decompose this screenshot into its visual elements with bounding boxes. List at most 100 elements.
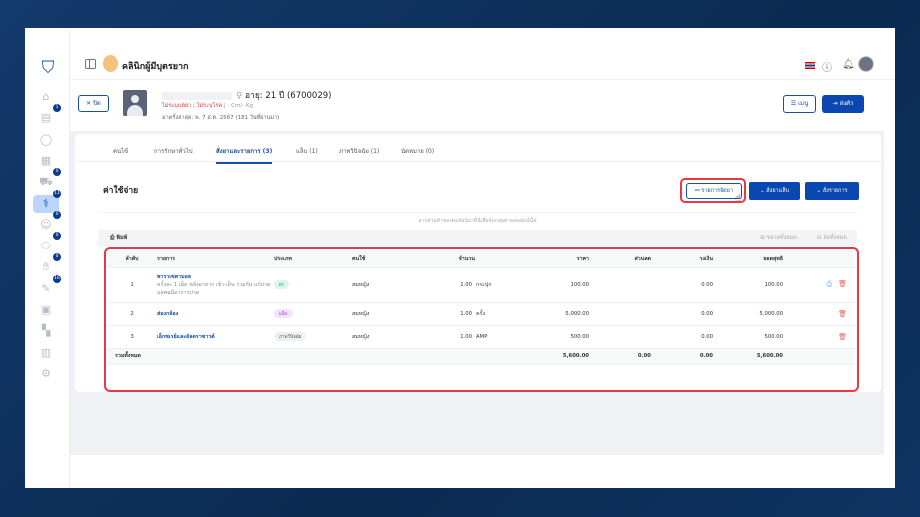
gear-icon: ⚙ bbox=[41, 366, 51, 380]
col-user[interactable]: คนใช้ bbox=[352, 251, 432, 268]
total-row: รวมทั้งหมด 5,600.00 0.00 0.00 5,600.00 bbox=[107, 348, 855, 365]
pills-icon: ⬭ bbox=[41, 239, 51, 253]
user-icon: ◯ bbox=[39, 132, 53, 146]
highlight-box bbox=[680, 178, 746, 203]
row-limit: 0.00 bbox=[651, 267, 713, 303]
delete-icon[interactable]: 🗑︎ bbox=[838, 309, 847, 318]
sidebar-item-user[interactable]: ◯ bbox=[33, 131, 59, 149]
tab-lab[interactable]: แล็บ (1) bbox=[296, 148, 318, 155]
sidebar-item-calendar[interactable]: ▦ bbox=[33, 152, 59, 170]
patient-header: ✕ ปิด ♀ อายุ: 21 ปี (6700029) ไม่ระบุแพ้… bbox=[70, 81, 895, 131]
clipboard-icon: ▤ bbox=[40, 111, 52, 125]
sidebar-item-gear[interactable]: ⚙ bbox=[33, 365, 59, 383]
close-button[interactable]: ✕ ปิด bbox=[78, 95, 109, 112]
language-flag-icon[interactable] bbox=[805, 62, 815, 69]
print-label: พิมพ์ bbox=[116, 235, 128, 241]
sidebar-item-pills[interactable]: ⬭ 0 bbox=[33, 232, 61, 255]
row-price: 500.00 bbox=[507, 325, 589, 349]
row-no: 3 bbox=[107, 325, 157, 349]
patient-name: ♀ อายุ: 21 ปี (6700029) bbox=[162, 88, 331, 102]
sidebar-item-syringe[interactable]: ✎ 16 bbox=[33, 274, 61, 298]
sidebar-item-hand[interactable]: ✋︎ 0 bbox=[33, 253, 61, 276]
doctor-icon: ☺ bbox=[40, 217, 52, 231]
item-description: ครั้งละ 1 เม็ด หลังอาหาร เช้า-เย็น ร่วมก… bbox=[157, 281, 271, 296]
row-user: สมหญิง bbox=[352, 325, 432, 349]
order-items-button[interactable]: ⌄ สั่งรายการ bbox=[805, 182, 859, 200]
col-no[interactable]: ลำดับ bbox=[107, 251, 157, 268]
disease-status: ไม่ระบุโรค bbox=[196, 103, 223, 109]
col-discount[interactable]: ส่วนลด bbox=[589, 251, 651, 268]
delete-icon[interactable]: 🗑︎ bbox=[838, 280, 847, 288]
ambulance-icon: ⛟ bbox=[39, 175, 53, 189]
home-icon: ⌂ bbox=[42, 90, 50, 103]
row-unit: AMP bbox=[472, 325, 507, 349]
row-net: 500.00 bbox=[713, 325, 783, 349]
bell-icon[interactable]: 🔔︎ bbox=[842, 59, 855, 70]
print-button[interactable]: ⎙ พิมพ์ bbox=[110, 234, 127, 242]
syringe-icon: ✎ bbox=[41, 281, 51, 295]
grid-icon: ▚ bbox=[41, 324, 51, 338]
clinic-avatar bbox=[103, 55, 118, 72]
item-name-link[interactable]: ส่องกล้อง bbox=[157, 310, 179, 317]
expand-all-button[interactable]: ⊞ ขยายทั้งหมด bbox=[760, 235, 797, 241]
group-drop-area[interactable]: ลากส่วนหัวของคอลัมน์มาที่นี่เพื่อจัดกลุ่… bbox=[98, 212, 857, 229]
item-name-link[interactable]: พาราเซตามอล bbox=[157, 273, 192, 280]
collapse-all-button[interactable]: ⊟ ย่อทั้งหมด bbox=[816, 235, 847, 241]
chart-icon: ▥ bbox=[40, 345, 52, 359]
order-lab-button[interactable]: ⌄ สั่งยาแล็บ bbox=[749, 182, 800, 200]
tab-appointments[interactable]: นัดหมาย (0) bbox=[401, 148, 435, 155]
col-qty[interactable]: จำนวน bbox=[432, 251, 507, 268]
row-discount bbox=[589, 302, 651, 326]
row-no: 1 bbox=[107, 267, 157, 303]
tab-treatment[interactable]: การรักษาทั่วไป bbox=[154, 148, 193, 155]
row-discount bbox=[589, 267, 651, 303]
col-net[interactable]: ยอดสุทธิ bbox=[713, 251, 783, 268]
type-badge: ยา bbox=[274, 280, 290, 289]
tab-patient[interactable]: คนไข้ bbox=[113, 148, 129, 155]
user-avatar[interactable] bbox=[858, 56, 874, 72]
sidebar-item-box[interactable]: ▣ bbox=[33, 301, 59, 319]
hand-icon: ✋︎ bbox=[42, 260, 50, 274]
menu-button[interactable]: ☰ เมนู bbox=[783, 95, 816, 113]
table-row[interactable]: 2 ส่องกล้อง แล็บ สมหญิง 1.00 ครั้ง 5,000… bbox=[107, 302, 855, 326]
total-label: รวมทั้งหมด bbox=[107, 348, 274, 365]
sidebar-item-grid[interactable]: ▚ bbox=[33, 322, 59, 340]
sidebar-badge: 0 bbox=[53, 168, 61, 177]
sidebar-item-doctor[interactable]: ☺ 0 bbox=[33, 210, 61, 234]
total-net: 5,600.00 bbox=[713, 348, 783, 365]
sidebar-item-stethoscope[interactable]: ⚕ 11 bbox=[33, 189, 61, 213]
col-type[interactable]: ประเภท bbox=[274, 251, 352, 268]
toggle-sidebar-icon[interactable] bbox=[85, 59, 96, 69]
row-net: 5,000.00 bbox=[713, 302, 783, 326]
sidebar-item-chart[interactable]: ▥ bbox=[33, 344, 59, 362]
sidebar-item-ambulance[interactable]: ⛟ 0 bbox=[33, 168, 61, 191]
sidebar-badge: 16 bbox=[53, 274, 61, 283]
expense-table: ลำดับ รายการ ประเภท คนใช้ จำนวน ราคา ส่ว… bbox=[107, 251, 855, 365]
tab-orders[interactable]: สั่งยาและรายการ (3) bbox=[216, 146, 273, 164]
row-no: 2 bbox=[107, 302, 157, 326]
section-title: ค่าใช้จ่าย bbox=[103, 186, 139, 196]
tab-imaging[interactable]: ภาพวินิจฉัย (1) bbox=[339, 148, 380, 155]
top-bar: คลินิกผู้มีบุตรยาก ⓘ 🔔︎ bbox=[70, 50, 895, 80]
col-item[interactable]: รายการ bbox=[157, 251, 274, 268]
sidebar-badge: 1 bbox=[53, 104, 61, 113]
delete-icon[interactable]: 🗑︎ bbox=[838, 332, 847, 341]
close-label: ปิด bbox=[93, 100, 101, 107]
table-row[interactable]: 1 พาราเซตามอล ครั้งละ 1 เม็ด หลังอาหาร เช… bbox=[107, 267, 855, 303]
row-user: สมหญิง bbox=[352, 302, 432, 326]
sidebar-item-clipboard[interactable]: ▤ 1 bbox=[33, 104, 61, 127]
item-list-label: รายการจัดยา bbox=[701, 188, 734, 194]
table-highlight-box bbox=[104, 247, 859, 392]
collapse-all-label: ย่อทั้งหมด bbox=[823, 235, 847, 241]
col-price[interactable]: ราคา bbox=[507, 251, 589, 268]
send-button[interactable]: ⇥ ส่งตัว bbox=[822, 95, 864, 113]
row-price: 100.00 bbox=[507, 267, 589, 303]
table-row[interactable]: 3 เอ็กซเรย์และอัลตราซาวด์ ภาพวินิจฉัย สม… bbox=[107, 325, 855, 349]
col-limit[interactable]: วงเงิน bbox=[651, 251, 713, 268]
sidebar-item-home[interactable]: ⌂ bbox=[33, 88, 59, 106]
item-name-link[interactable]: เอ็กซเรย์และอัลตราซาวด์ bbox=[157, 333, 215, 340]
print-row-icon[interactable]: ⎙ bbox=[826, 280, 833, 288]
item-list-button[interactable]: ⚯ รายการจัดยา bbox=[686, 183, 742, 199]
help-icon[interactable]: ⓘ bbox=[822, 63, 832, 74]
female-icon: ♀ bbox=[236, 91, 243, 101]
